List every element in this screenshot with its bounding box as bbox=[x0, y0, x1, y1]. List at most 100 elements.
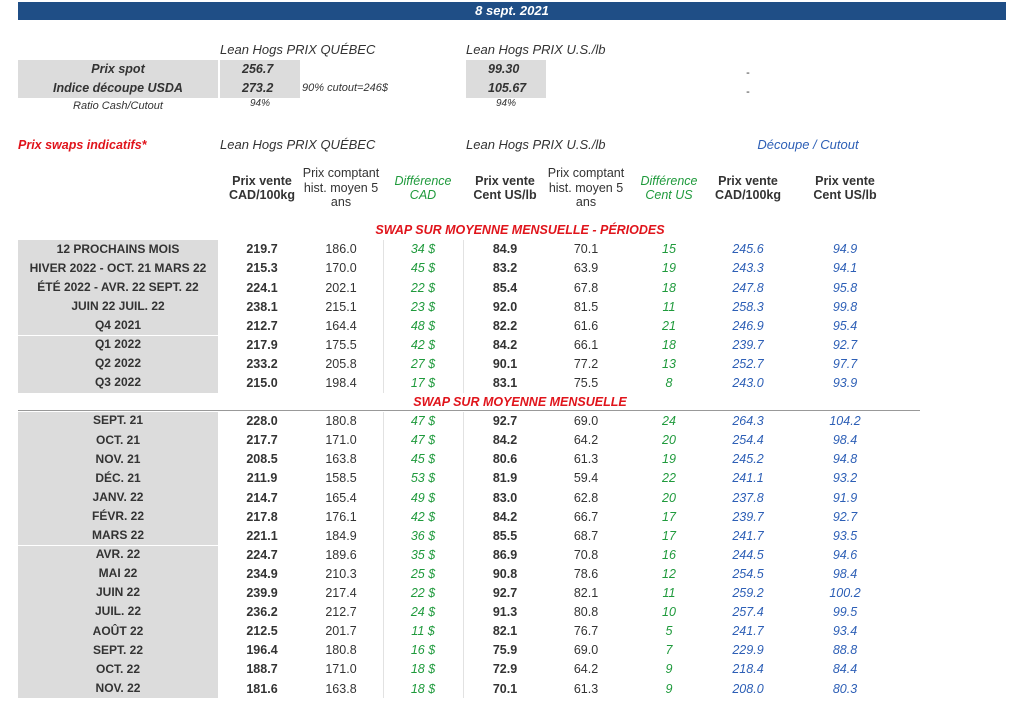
row-value: 224.7 bbox=[246, 547, 278, 562]
row-label: JANV. 22 bbox=[18, 488, 218, 508]
row-value: 95.4 bbox=[832, 318, 858, 333]
row-value: 45 $ bbox=[410, 261, 436, 276]
row-value: 181.6 bbox=[246, 681, 278, 696]
row-value: 90.1 bbox=[492, 356, 518, 371]
row-value: 236.2 bbox=[246, 605, 278, 620]
row-value: 215.0 bbox=[246, 376, 278, 391]
column-header: Différence Cent US bbox=[640, 173, 698, 202]
row-value: 91.9 bbox=[832, 490, 858, 505]
row-value: 17 $ bbox=[410, 376, 436, 391]
section-title: SWAP SUR MOYENNE MENSUELLE - PÉRIODES bbox=[375, 222, 665, 237]
row-label: Q3 2022 bbox=[18, 373, 218, 393]
row-value: 247.8 bbox=[732, 280, 764, 295]
row-value: 77.2 bbox=[573, 356, 599, 371]
date-banner: 8 sept. 2021 bbox=[18, 2, 1006, 20]
row-value: 104.2 bbox=[829, 414, 861, 429]
row-value: 241.7 bbox=[732, 528, 764, 543]
row-value: 24 bbox=[662, 414, 676, 429]
row-value: 64.2 bbox=[573, 662, 599, 677]
row-value: 61.3 bbox=[573, 681, 599, 696]
row-value: 42 $ bbox=[410, 509, 436, 524]
row-value: 208.0 bbox=[732, 681, 764, 696]
summary-cutout: - bbox=[746, 86, 750, 99]
row-value: 176.1 bbox=[325, 509, 357, 524]
row-value: 61.6 bbox=[573, 318, 599, 333]
row-label: JUIN 22 bbox=[18, 583, 218, 603]
section-rule bbox=[18, 409, 920, 411]
row-label: JUIN 22 JUIL. 22 bbox=[18, 297, 218, 317]
row-value: 94.9 bbox=[832, 242, 858, 257]
row-value: 80.3 bbox=[832, 681, 858, 696]
row-value: 93.2 bbox=[832, 471, 858, 486]
row-value: 70.8 bbox=[573, 547, 599, 562]
row-value: 42 $ bbox=[410, 337, 436, 352]
row-value: 7 bbox=[665, 643, 673, 658]
row-value: 229.9 bbox=[732, 643, 764, 658]
row-value: 175.5 bbox=[325, 337, 357, 352]
row-value: 219.7 bbox=[246, 242, 278, 257]
row-label: OCT. 21 bbox=[18, 430, 218, 450]
row-value: 93.9 bbox=[832, 376, 858, 391]
swaps-quebec-title: Lean Hogs PRIX QUÉBEC bbox=[220, 136, 376, 152]
row-value: 94.6 bbox=[832, 547, 858, 562]
row-value: 86.9 bbox=[492, 547, 518, 562]
row-value: 36 $ bbox=[410, 528, 436, 543]
row-value: 233.2 bbox=[246, 356, 278, 371]
summary-note: 90% cutout=246$ bbox=[302, 82, 388, 95]
row-value: 53 $ bbox=[410, 471, 436, 486]
row-value: 239.9 bbox=[246, 586, 278, 601]
us-title: Lean Hogs PRIX U.S./lb bbox=[466, 41, 606, 57]
row-value: 217.4 bbox=[325, 586, 357, 601]
column-header: Prix vente Cent US/lb bbox=[813, 173, 877, 202]
row-value: 69.0 bbox=[573, 643, 599, 658]
row-value: 47 $ bbox=[410, 414, 436, 429]
row-value: 171.0 bbox=[325, 433, 357, 448]
row-value: 238.1 bbox=[246, 299, 278, 314]
summary-us: 105.67 bbox=[466, 79, 546, 98]
row-label: OCT. 22 bbox=[18, 660, 218, 680]
row-value: 18 bbox=[662, 280, 676, 295]
row-value: 84.2 bbox=[492, 337, 518, 352]
row-value: 72.9 bbox=[492, 662, 518, 677]
row-value: 82.1 bbox=[573, 586, 599, 601]
row-value: 239.7 bbox=[732, 337, 764, 352]
row-value: 68.7 bbox=[573, 528, 599, 543]
row-value: 75.5 bbox=[573, 376, 599, 391]
row-value: 80.8 bbox=[573, 605, 599, 620]
section-title: SWAP SUR MOYENNE MENSUELLE bbox=[413, 394, 627, 409]
row-value: 92.0 bbox=[492, 299, 518, 314]
row-value: 95.8 bbox=[832, 280, 858, 295]
row-value: 93.4 bbox=[832, 624, 858, 639]
row-value: 64.2 bbox=[573, 433, 599, 448]
row-value: 12 bbox=[662, 566, 676, 581]
row-value: 11 bbox=[662, 299, 676, 314]
row-value: 17 bbox=[662, 509, 676, 524]
row-value: 239.7 bbox=[732, 509, 764, 524]
row-value: 80.6 bbox=[492, 452, 518, 467]
row-value: 217.8 bbox=[246, 509, 278, 524]
row-value: 59.4 bbox=[573, 471, 599, 486]
row-value: 92.7 bbox=[832, 337, 858, 352]
summary-quebec: 273.2 bbox=[220, 79, 300, 98]
row-value: 82.2 bbox=[492, 318, 518, 333]
row-label: NOV. 21 bbox=[18, 450, 218, 470]
row-value: 224.1 bbox=[246, 280, 278, 295]
row-value: 99.8 bbox=[832, 299, 858, 314]
row-value: 214.7 bbox=[246, 490, 278, 505]
row-value: 62.8 bbox=[573, 490, 599, 505]
row-label: MAI 22 bbox=[18, 564, 218, 584]
row-value: 69.0 bbox=[573, 414, 599, 429]
summary-cutout: - bbox=[746, 67, 750, 80]
row-value: 10 bbox=[662, 605, 676, 620]
row-value: 237.8 bbox=[732, 490, 764, 505]
row-value: 92.7 bbox=[492, 414, 518, 429]
row-value: 11 $ bbox=[411, 624, 435, 639]
summary-us: 99.30 bbox=[466, 60, 546, 79]
row-value: 66.1 bbox=[573, 337, 599, 352]
row-value: 234.9 bbox=[246, 566, 278, 581]
row-value: 259.2 bbox=[732, 586, 764, 601]
ratio-quebec: 94% bbox=[249, 97, 270, 109]
row-value: 17 bbox=[662, 528, 676, 543]
row-label: NOV. 22 bbox=[18, 679, 218, 699]
row-value: 98.4 bbox=[832, 433, 858, 448]
